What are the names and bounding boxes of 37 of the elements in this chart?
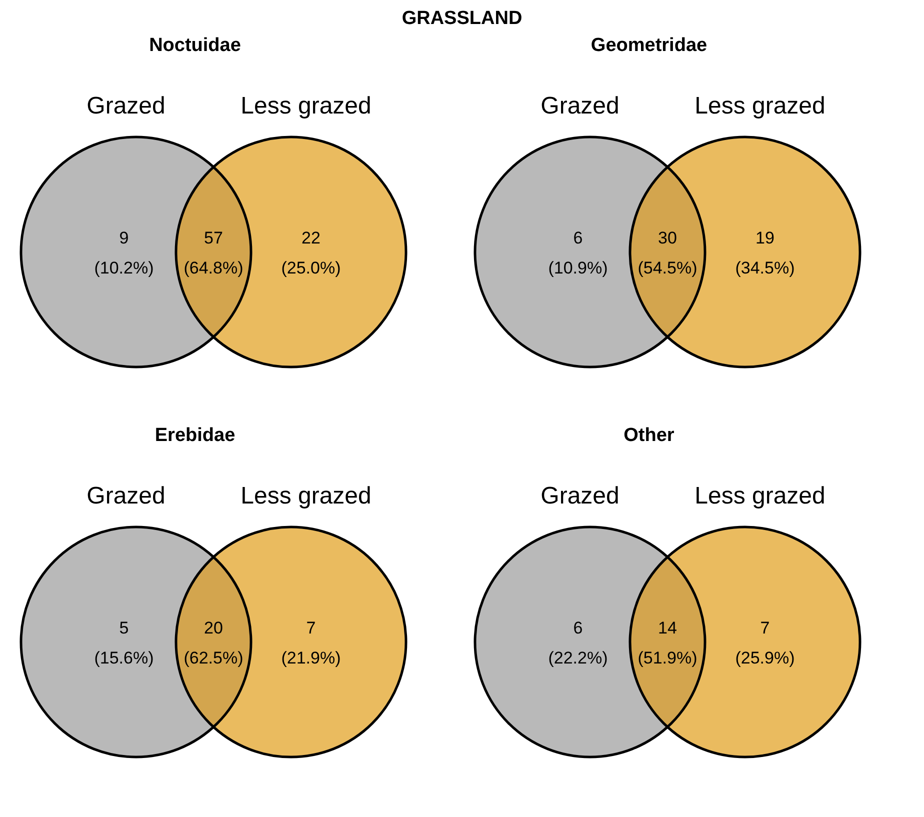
text: (62.5%) [184, 648, 244, 668]
category-label: Less grazed [694, 482, 826, 510]
text: (25.9%) [735, 648, 795, 668]
category-label: Less grazed [240, 92, 372, 120]
text: (51.9%) [638, 648, 698, 668]
text: (10.9%) [548, 258, 608, 278]
text: (15.6%) [94, 648, 154, 668]
data-label: 6 [573, 228, 583, 248]
text: (10.2%) [94, 258, 154, 278]
category-label: Grazed [86, 482, 166, 510]
category-label: Grazed [86, 92, 166, 120]
data-label: 19 [756, 228, 774, 248]
data-label: 57 [204, 228, 223, 248]
data-label: 30 [658, 228, 677, 248]
text: (64.8%) [184, 258, 244, 278]
category-label: Less grazed [240, 482, 372, 510]
data-label: 7 [760, 618, 770, 638]
data-label: 22 [302, 228, 320, 248]
category-label: Grazed [540, 92, 620, 120]
data-label: 7 [306, 618, 316, 638]
data-label: 5 [119, 618, 129, 638]
data-label: 14 [658, 618, 677, 638]
text: (34.5%) [735, 258, 795, 278]
category-label: Less grazed [694, 92, 826, 120]
text: Erebidae [154, 425, 236, 446]
text: GRASSLAND [402, 8, 522, 29]
text: (54.5%) [638, 258, 698, 278]
data-label: 20 [204, 618, 223, 638]
text: (21.9%) [281, 648, 341, 668]
category-label: Grazed [540, 482, 620, 510]
data-label: 9 [119, 228, 129, 248]
text: (25.0%) [281, 258, 341, 278]
text: Geometridae [590, 35, 708, 56]
text: Noctuidae [149, 35, 241, 56]
text: (22.2%) [548, 648, 608, 668]
text: Other [624, 425, 675, 446]
data-label: 6 [573, 618, 583, 638]
